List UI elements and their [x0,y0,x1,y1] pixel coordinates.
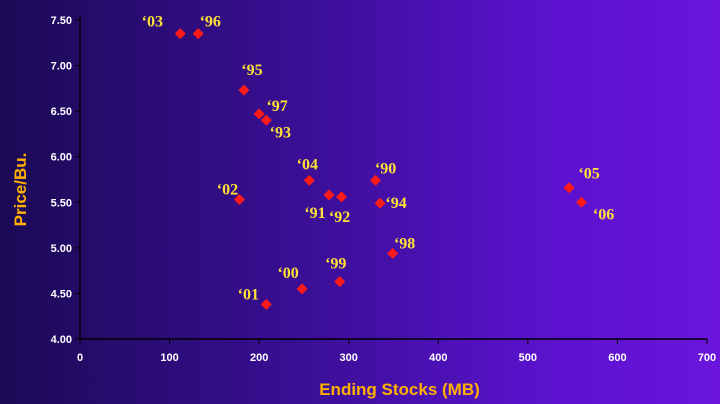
data-point-marker [563,182,575,194]
y-tick-label: 6.00 [51,152,72,164]
data-point-marker [323,189,335,201]
data-point-label: ‘06 [593,206,614,223]
data-point-label: ‘93 [270,124,291,141]
data-point-label: ‘95 [241,62,262,79]
data-point-marker [303,174,315,186]
y-axis-title: Price/Bu. [11,153,30,227]
data-point-marker [260,114,272,126]
x-tick-label: 300 [340,352,358,364]
data-point-marker [387,247,399,259]
y-tick-label: 7.00 [51,61,72,73]
x-tick-label: 700 [698,352,716,364]
x-tick-label: 0 [77,352,83,364]
data-point-label: ‘00 [277,265,298,282]
y-tick-label: 7.50 [51,15,72,27]
data-point-label: ‘94 [385,195,406,212]
data-point-label: ‘03 [142,14,163,31]
data-point-label: ‘90 [375,160,396,177]
y-tick-label: 4.50 [51,288,72,300]
data-point-label: ‘91 [304,205,325,222]
data-point-marker [334,276,346,288]
y-tick-label: 4.00 [51,334,72,346]
data-point-marker [336,191,348,203]
y-tick-label: 6.50 [51,106,72,118]
data-point-label: ‘98 [394,235,415,252]
data-point-label: ‘05 [578,166,599,183]
data-point-label: ‘01 [238,286,259,303]
x-tick-label: 200 [250,352,268,364]
data-point-marker [233,194,245,206]
x-tick-label: 600 [608,352,626,364]
x-tick-label: 500 [519,352,537,364]
data-point-label: ‘92 [329,209,350,226]
y-tick-label: 5.50 [51,197,72,209]
data-point-marker [238,84,250,96]
data-point-marker [296,283,308,295]
x-tick-label: 100 [160,352,178,364]
data-point-marker [374,197,386,209]
data-point-label: ‘02 [217,182,238,199]
data-point-label: ‘04 [297,156,318,173]
data-point-label: ‘99 [325,256,346,273]
x-tick-label: 400 [429,352,447,364]
data-point-marker [260,298,272,310]
data-point-marker [174,28,186,40]
data-point-marker [370,174,382,186]
data-point-marker [576,196,588,208]
data-point-label: ‘97 [266,98,287,115]
data-point-marker [192,28,204,40]
data-point-label: ‘96 [200,14,221,31]
x-axis-title: Ending Stocks (MB) [319,380,480,399]
y-tick-label: 5.00 [51,243,72,255]
data-point-marker [253,108,265,120]
